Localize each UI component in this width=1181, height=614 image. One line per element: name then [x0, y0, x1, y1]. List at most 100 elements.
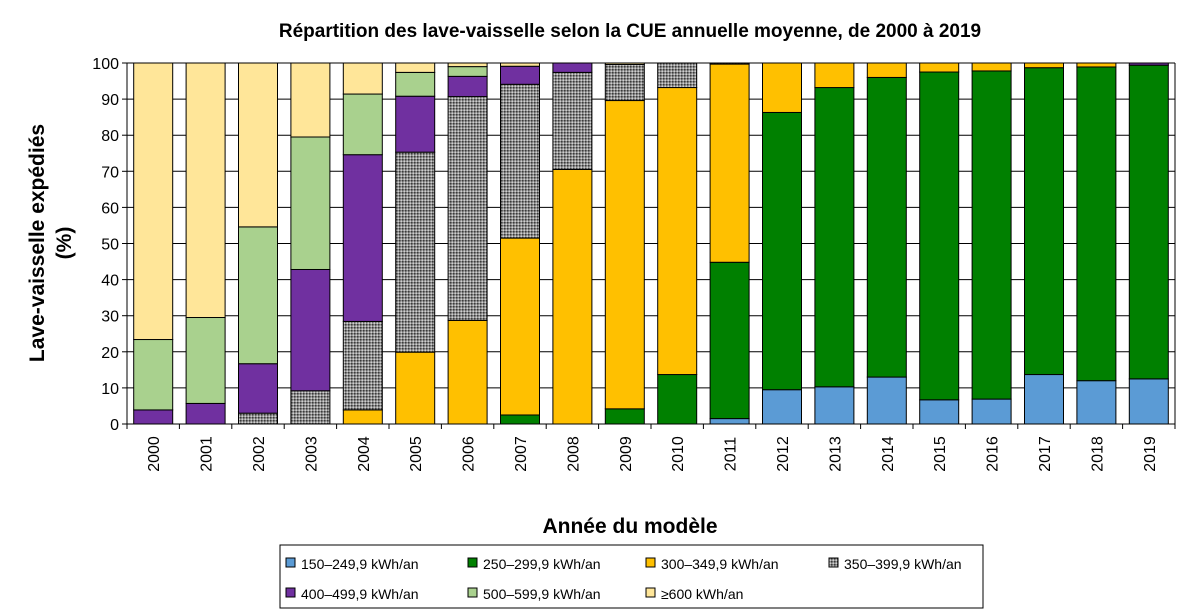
x-tick-label: 2005 — [408, 436, 425, 472]
x-tick-labels: 2000 2001 2002 2003 2004 2005 2006 2007 2008 2009… — [146, 436, 1159, 472]
y-tick-label: 10 — [101, 381, 119, 398]
bar-segment — [238, 226, 278, 365]
x-tick-label: 2007 — [513, 436, 530, 472]
y-tick-label: 60 — [101, 200, 119, 217]
y-tick-label: 20 — [101, 345, 119, 362]
bar-segment — [604, 63, 645, 102]
bar-segment — [604, 62, 645, 65]
bar-segment — [709, 418, 750, 425]
x-tick-label: 2009 — [618, 436, 635, 472]
bar-segment — [133, 339, 174, 411]
bar-segment — [342, 320, 383, 411]
bar-segment — [447, 96, 488, 321]
bar-segment — [971, 62, 1012, 72]
bar-segment — [1128, 64, 1169, 380]
bar-segment — [290, 136, 331, 270]
bar-segment — [290, 268, 331, 392]
y-tick-label: 90 — [101, 92, 119, 109]
x-tick-label: 2008 — [565, 436, 582, 472]
bar-segment — [866, 62, 907, 78]
y-tick-label: 50 — [101, 237, 119, 254]
bar-segment — [866, 376, 907, 425]
bar-segment — [1128, 378, 1169, 425]
x-tick-label: 2016 — [985, 436, 1002, 472]
bar-segment — [185, 62, 226, 319]
bar-segment — [1024, 62, 1064, 69]
bar-segment — [814, 62, 855, 89]
bar-segment — [447, 62, 488, 68]
bar-segment — [185, 402, 226, 425]
y-tick-label: 0 — [110, 417, 119, 434]
legend-swatch — [645, 557, 656, 568]
y-axis-label: Lave-vaisselle expédiés (%) — [26, 124, 76, 362]
bar-segment — [342, 93, 383, 156]
bar-segment — [814, 87, 855, 388]
legend-entry: 350–399,9 kWh/an — [844, 556, 962, 572]
bar-segment — [919, 71, 960, 401]
bar-segment — [342, 62, 383, 95]
bar-segment — [1076, 62, 1117, 68]
bar-segment — [657, 87, 698, 376]
bar-segment — [395, 71, 436, 97]
bar-segment — [447, 319, 488, 425]
legend-entry: 150–249,9 kWh/an — [301, 556, 419, 572]
bar-segment — [814, 386, 855, 425]
y-axis-label-line1: Lave-vaisselle expédiés — [26, 124, 49, 362]
chart-title: Répartition des lave-vaisselle selon la … — [279, 21, 981, 42]
gridlines — [127, 62, 1175, 389]
x-tick-label: 2013 — [827, 436, 844, 472]
bar-segment — [657, 374, 698, 425]
bar-segment — [447, 75, 488, 98]
bar-segment — [1024, 374, 1064, 425]
legend: 150–249,9 kWh/an 250–299,9 kWh/an 300–349,… — [279, 544, 984, 609]
bar-segment — [552, 62, 593, 73]
bar-segment — [971, 70, 1012, 400]
x-tick-label: 2017 — [1037, 436, 1054, 472]
bar-segment — [709, 261, 750, 420]
y-tick-label: 40 — [101, 273, 119, 290]
bar-segment — [500, 83, 540, 239]
x-tick-label: 2010 — [670, 436, 687, 472]
bar-segment — [604, 100, 645, 410]
bar-segment — [1128, 62, 1169, 66]
bar-segment — [919, 62, 960, 73]
bar-segment — [552, 168, 593, 425]
x-tick-label: 2014 — [880, 436, 897, 472]
bar-segment — [290, 62, 331, 138]
bar-segment — [1024, 67, 1064, 376]
bar-segment — [1076, 66, 1117, 382]
bar-segment — [395, 95, 436, 153]
x-tick-label: 2000 — [146, 436, 163, 472]
bar-segment — [238, 62, 278, 228]
y-tick-label: 100 — [92, 56, 119, 73]
bar-segment — [238, 363, 278, 414]
legend-entry: ≥600 kWh/an — [661, 586, 743, 602]
bar-segment — [500, 62, 540, 67]
x-tick-label: 2015 — [932, 436, 949, 472]
bars — [133, 62, 1169, 425]
bar-segment — [709, 63, 750, 263]
legend-swatch — [285, 587, 296, 598]
x-tick-label: 2002 — [251, 436, 268, 472]
bar-segment — [342, 409, 383, 425]
legend-swatch — [467, 587, 478, 598]
bar-segment — [762, 111, 802, 391]
bar-segment — [762, 62, 802, 113]
bar-segment — [1076, 380, 1117, 425]
y-axis-label-line2: (%) — [53, 227, 76, 260]
y-tick-label: 70 — [101, 164, 119, 181]
bar-segment — [604, 408, 645, 425]
legend-swatch — [285, 557, 296, 568]
legend-entry: 400–499,9 kWh/an — [301, 586, 419, 602]
y-tick-label: 80 — [101, 128, 119, 145]
bar-segment — [919, 399, 960, 425]
legend-box — [279, 544, 984, 609]
x-tick-label: 2018 — [1089, 436, 1106, 472]
bar-segment — [185, 317, 226, 404]
legend-swatch — [828, 557, 839, 568]
bar-segment — [866, 76, 907, 378]
legend-swatch — [467, 557, 478, 568]
x-tick-label: 2006 — [461, 436, 478, 472]
bar-segment — [290, 390, 331, 425]
y-tick-labels: 0 10 20 30 40 50 60 70 80 90 100 — [92, 56, 119, 434]
